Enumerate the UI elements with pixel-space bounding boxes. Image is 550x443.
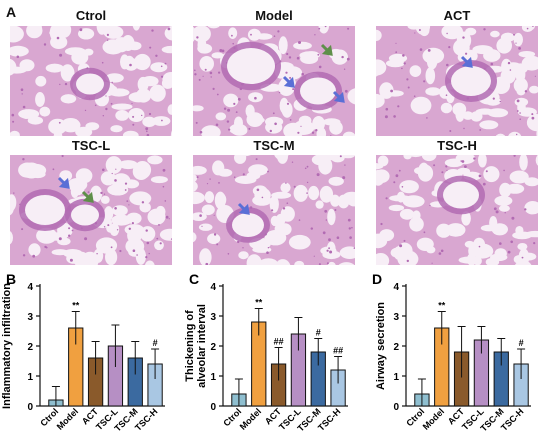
y-tick-label: 3 — [27, 312, 33, 323]
significance-label: ** — [438, 301, 446, 311]
histology-title-act: ACT — [443, 8, 471, 23]
x-tick-label: Model — [55, 406, 80, 431]
histology-image-ctrol — [10, 26, 172, 136]
histology-title-ctrol: Ctrol — [75, 8, 107, 23]
significance-label: # — [519, 338, 524, 348]
x-tick-label: TSC-H — [499, 406, 526, 433]
y-tick-label: 3 — [393, 312, 399, 323]
histology-title-model: Model — [255, 8, 293, 23]
panel-letter: D — [372, 271, 382, 287]
y-tick-label: 2 — [393, 342, 399, 353]
x-tick-label: TSC-H — [316, 406, 343, 433]
significance-label: ## — [274, 337, 284, 347]
panel-letter: C — [189, 271, 199, 287]
panel-letter: B — [6, 271, 16, 287]
significance-label: # — [153, 338, 158, 348]
y-tick-label: 4 — [210, 282, 216, 293]
y-axis-label: Thickening of — [184, 310, 196, 382]
histology-title-tsc-l: TSC-L — [71, 138, 111, 153]
y-tick-label: 0 — [27, 402, 33, 413]
y-tick-label: 4 — [393, 282, 399, 293]
significance-label: ** — [255, 298, 263, 308]
y-tick-label: 0 — [393, 402, 399, 413]
histology-title-tsc-m: TSC-M — [253, 138, 295, 153]
y-tick-label: 3 — [210, 312, 216, 323]
y-axis-label: alveolar interval — [196, 304, 208, 388]
panel-a-letter: A — [6, 4, 17, 20]
x-tick-label: Model — [421, 406, 446, 431]
significance-label: ** — [72, 301, 80, 311]
histology-image-tsc-l — [10, 155, 172, 265]
y-tick-label: 1 — [210, 372, 216, 383]
significance-label: ## — [333, 346, 343, 356]
histology-image-model — [193, 26, 355, 136]
y-tick-label: 4 — [27, 282, 33, 293]
significance-label: # — [316, 328, 321, 338]
x-tick-label: Model — [238, 406, 263, 431]
x-tick-label: TSC-H — [133, 406, 160, 433]
y-axis-label: Inflammatory infiltration — [1, 283, 13, 409]
histology-image-tsc-h — [376, 155, 538, 265]
y-tick-label: 0 — [210, 402, 216, 413]
histology-image-act — [376, 26, 538, 136]
y-tick-label: 1 — [27, 372, 33, 383]
y-tick-label: 2 — [210, 342, 216, 353]
histology-title-tsc-h: TSC-H — [437, 138, 477, 153]
histology-image-tsc-m — [193, 155, 355, 265]
y-tick-label: 2 — [27, 342, 33, 353]
y-axis-label: Airway secretion — [375, 302, 387, 390]
y-tick-label: 1 — [393, 372, 399, 383]
